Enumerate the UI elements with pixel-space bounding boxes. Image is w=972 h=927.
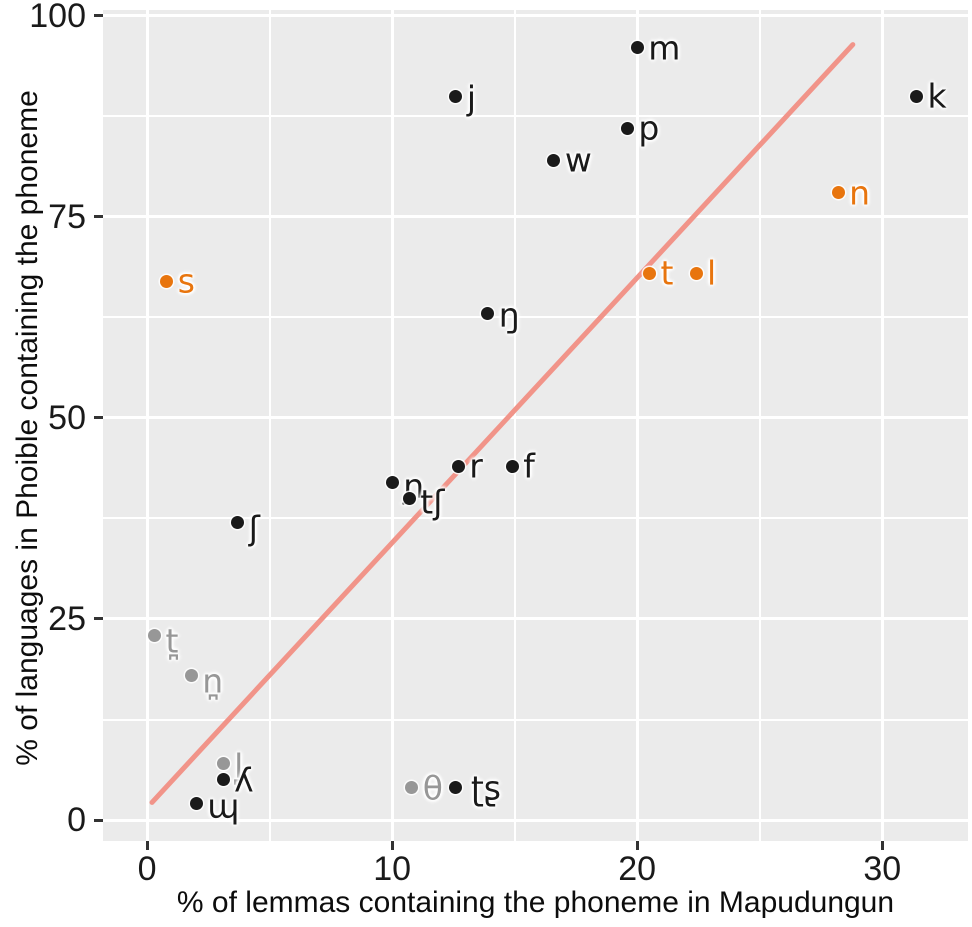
y-tick-label: 0	[67, 801, 86, 840]
y-tick-mark	[94, 416, 103, 420]
data-point	[189, 797, 203, 811]
data-point	[216, 757, 230, 771]
y-tick-label: 75	[48, 197, 86, 236]
y-tick-mark	[94, 14, 103, 18]
gridline-minor-vertical	[758, 10, 761, 841]
point-label: k	[927, 76, 947, 116]
data-point	[449, 781, 463, 795]
trend-line-layer	[149, 42, 856, 805]
point-label: ʈʂ	[470, 768, 501, 808]
data-point	[547, 153, 561, 167]
trend-line	[149, 42, 856, 805]
point-label: ʃ	[248, 508, 260, 548]
data-point	[689, 266, 703, 280]
plot-panel: m j k p w n t l s ŋ r f ɲ tʃ ʃ t̪ n̪ l̪ ʎ θ ʈʂ ɰ	[103, 10, 968, 841]
data-point	[630, 41, 644, 55]
data-point	[642, 266, 656, 280]
data-point	[184, 668, 198, 682]
gridline-major-vertical	[880, 10, 884, 841]
x-tick-mark	[635, 841, 639, 850]
point-label: r	[469, 446, 483, 486]
x-axis-title: % of lemmas containing the phoneme in Ma…	[176, 886, 895, 919]
x-tick-label: 30	[863, 850, 902, 888]
y-tick-label: 100	[29, 0, 86, 35]
gridline-minor-vertical	[513, 10, 516, 841]
data-point	[451, 459, 465, 473]
y-tick-label: 25	[48, 599, 86, 638]
point-label: ɰ	[207, 786, 240, 826]
data-point	[910, 89, 924, 103]
point-label: ʎ	[234, 760, 254, 800]
gridline-minor-horizontal	[103, 718, 968, 721]
point-label: t̪	[165, 621, 179, 661]
y-tick-mark	[94, 617, 103, 621]
point-label: p	[638, 108, 660, 148]
point-label: m	[648, 28, 681, 68]
y-tick-label: 50	[48, 398, 86, 437]
x-tick-label: 10	[373, 850, 412, 888]
x-tick-mark	[145, 841, 149, 850]
point-label: l̪	[234, 746, 244, 786]
gridline-minor-horizontal	[103, 316, 968, 319]
point-label: s	[177, 261, 195, 301]
x-tick-mark	[390, 841, 394, 850]
gridline-major-horizontal	[103, 416, 968, 420]
point-label: t	[660, 253, 674, 293]
data-point	[481, 306, 495, 320]
data-point	[620, 121, 634, 135]
gridline-minor-horizontal	[103, 115, 968, 118]
point-label: j	[466, 78, 477, 118]
gridline-major-horizontal	[103, 617, 968, 621]
x-tick-mark	[880, 841, 884, 850]
point-label: f	[523, 446, 535, 486]
point-label: θ	[422, 768, 443, 808]
gridline-major-vertical	[635, 10, 639, 841]
y-tick-mark	[94, 215, 103, 219]
data-point	[216, 773, 230, 787]
gridline-minor-horizontal	[103, 517, 968, 520]
gridline-major-horizontal	[103, 215, 968, 219]
point-label: l	[707, 253, 717, 293]
gridline-major-vertical	[145, 10, 149, 841]
data-point	[505, 459, 519, 473]
gridline-major-horizontal	[103, 818, 968, 822]
data-point	[160, 274, 174, 288]
data-point	[385, 475, 399, 489]
point-label: ŋ	[498, 295, 520, 335]
point-label: w	[564, 140, 592, 180]
y-tick-mark	[94, 818, 103, 822]
gridline-minor-vertical	[268, 10, 271, 841]
data-point	[231, 515, 245, 529]
data-point	[402, 491, 416, 505]
data-point	[405, 781, 419, 795]
point-label: tʃ	[420, 482, 445, 522]
gridline-major-vertical	[390, 10, 394, 841]
point-label: n	[849, 173, 871, 213]
data-point	[147, 628, 161, 642]
x-tick-label: 0	[137, 850, 157, 888]
x-tick-label: 20	[618, 850, 657, 888]
point-label: n̪	[202, 661, 224, 701]
gridline-major-horizontal	[103, 14, 968, 18]
data-point	[449, 89, 463, 103]
data-point	[831, 186, 845, 200]
